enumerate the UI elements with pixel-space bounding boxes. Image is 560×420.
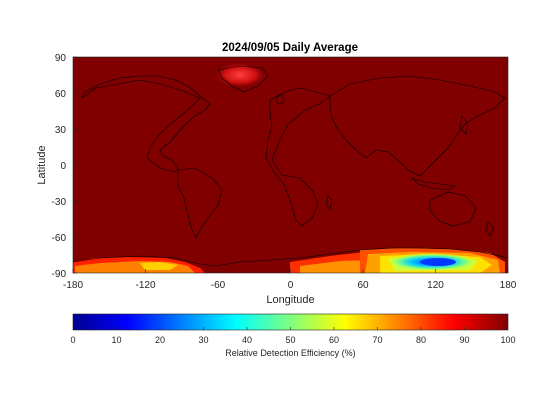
south-america-coast [177,167,223,239]
y-tick-label: -60 [52,233,67,244]
colorbar-tick-label: 90 [459,335,469,345]
colorbar-tick-label: 50 [285,335,295,345]
y-tick-label: 0 [60,161,66,172]
y-tick-label: 90 [55,53,67,64]
newzealand-coast [485,221,495,237]
figure-title: 2024/09/05 Daily Average [222,42,358,54]
colorbar-label: Relative Detection Efficiency (%) [225,348,355,358]
europe-africa-coast [265,87,331,227]
uk-coast [275,93,285,105]
colorbar-tick-label: 10 [111,335,121,345]
y-tick-label: 30 [55,125,67,136]
x-tick-label: 0 [288,280,294,291]
map-plot-area [73,57,508,273]
x-tick-label: -120 [135,280,155,291]
y-tick-label: -30 [52,197,67,208]
y-axis [73,56,77,274]
colorbar-tick-label: 20 [155,335,165,345]
colorbar-tick-label: 60 [329,335,339,345]
greenland-efficiency-patch [216,64,264,88]
colorbar-tick-label: 80 [416,335,426,345]
colorbar-tick-label: 30 [198,335,208,345]
colorbar-tick-label: 100 [500,335,515,345]
japan-coast [459,115,469,135]
australia-coast [429,191,477,227]
greenland-coast [217,65,269,93]
madagascar-coast [325,195,333,211]
colorbar-tick-label: 40 [242,335,252,345]
x-tick-label: 180 [500,280,517,291]
x-axis-label: Longitude [266,294,314,306]
north-america-coast [81,75,211,173]
y-axis-label: Latitude [36,145,48,184]
colorbar-tick-label: 0 [70,335,75,345]
colorbar-ticks [116,327,465,330]
y-tick-label: 60 [55,89,67,100]
indonesia-coast [411,177,456,191]
map-background [73,57,508,273]
x-tick-label: 120 [427,280,444,291]
x-tick-label: -60 [211,280,226,291]
antarctica-coast [73,247,508,267]
coastlines [73,65,508,267]
colorbar-tick-label: 70 [372,335,382,345]
x-axis [72,269,509,273]
x-tick-label: -180 [63,280,83,291]
y-tick-label: -90 [52,269,67,280]
antarctica-efficiency-field [73,248,505,273]
asia-coast [329,75,506,177]
x-tick-label: 60 [357,280,369,291]
